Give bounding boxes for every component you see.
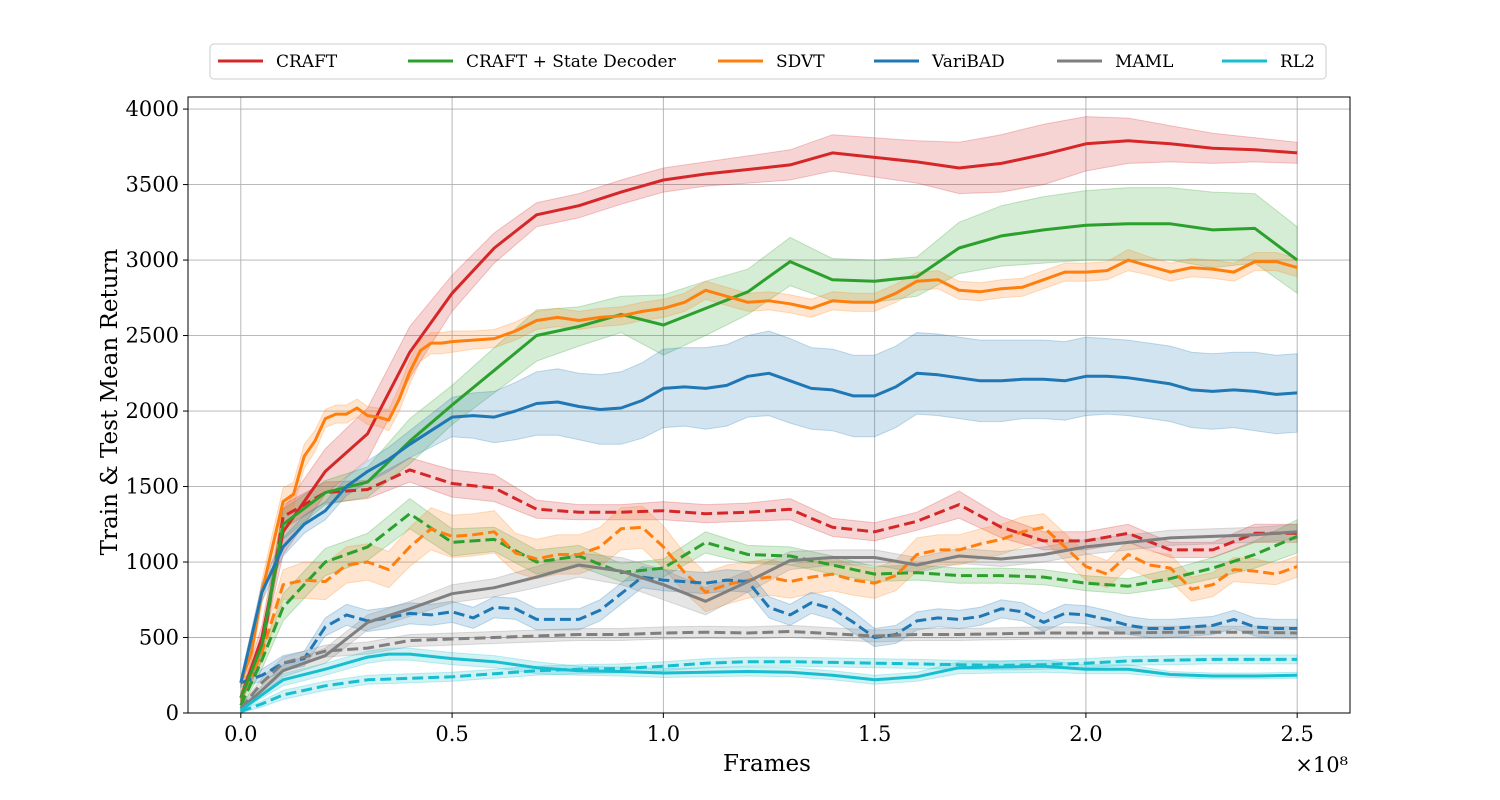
y-tick-label: 3000 <box>126 248 179 272</box>
varibad-test-band <box>240 565 1298 688</box>
shaded-bands <box>240 116 1298 714</box>
rl2-test-line <box>240 657 1298 713</box>
y-tick-label: 500 <box>139 626 179 650</box>
varibad-train-band <box>240 330 1298 688</box>
grid <box>188 97 1350 714</box>
craft-state-decoder-test-line <box>239 512 1298 707</box>
y-tick-label: 1500 <box>126 475 179 499</box>
sdvt-test-line <box>239 525 1298 699</box>
sdvt-train-line <box>239 258 1298 684</box>
maml-legend-label: MAML <box>1115 52 1173 72</box>
x-axis-label: Frames <box>723 751 811 777</box>
y-ticks: 0 500 1000 1500 2000 2500 3000 3500 4000 <box>126 97 188 725</box>
y-tick-label: 2000 <box>126 399 179 423</box>
sdvt-train-band <box>240 248 1298 689</box>
x-tick-label: 2.5 <box>1280 722 1313 746</box>
x-tick-label: 0.5 <box>435 722 468 746</box>
x-axis-multiplier: ×10⁸ <box>1295 753 1348 777</box>
x-tick-label: 1.5 <box>858 722 891 746</box>
varibad-test-line <box>240 575 1298 685</box>
y-tick-label: 4000 <box>126 97 179 121</box>
rl2-legend-label: RL2 <box>1280 52 1315 72</box>
sdvt-legend-label: SDVT <box>776 52 825 72</box>
maml-train-line <box>239 530 1298 710</box>
legend: CRAFT CRAFT + State Decoder SDVT VariBAD MAM… <box>209 43 1327 80</box>
legend-frame <box>209 43 1327 80</box>
x-tick-label: 0.0 <box>224 722 257 746</box>
varibad-train-line <box>239 371 1298 684</box>
craft-test-band <box>240 457 1298 703</box>
legend-entries: CRAFT CRAFT + State Decoder SDVT VariBAD MAM… <box>218 52 1315 72</box>
maml-test-line <box>239 630 1298 710</box>
series-lines <box>239 139 1299 713</box>
x-tick-label: 2.0 <box>1069 722 1102 746</box>
craft-state-decoder-test-band <box>240 497 1298 711</box>
plot-frame <box>187 96 1351 714</box>
y-tick-label: 2500 <box>126 324 179 348</box>
craft-legend-label: CRAFT <box>276 52 338 72</box>
rl2-train-line <box>239 652 1298 712</box>
x-ticks: 0.0 0.5 1.0 1.5 2.0 2.5 <box>224 713 1314 746</box>
craft-train-line <box>239 139 1298 699</box>
craft-state-decoder-legend-label: CRAFT + State Decoder <box>466 52 677 72</box>
sdvt-test-band <box>240 505 1298 703</box>
rl2-test-band <box>240 654 1298 714</box>
craft-state-decoder-train-line <box>239 222 1299 699</box>
varibad-legend-label: VariBAD <box>931 52 1005 72</box>
y-tick-label: 3500 <box>126 173 179 197</box>
y-tick-label: 1000 <box>126 550 179 574</box>
x-tick-label: 1.0 <box>647 722 680 746</box>
y-tick-label: 0 <box>166 701 179 725</box>
craft-train-band <box>240 116 1298 703</box>
craft-test-line <box>239 468 1298 699</box>
y-axis-label: Train & Test Mean Return <box>97 249 123 556</box>
maml-test-band <box>240 624 1298 713</box>
craft-state-decoder-train-band <box>240 187 1298 703</box>
